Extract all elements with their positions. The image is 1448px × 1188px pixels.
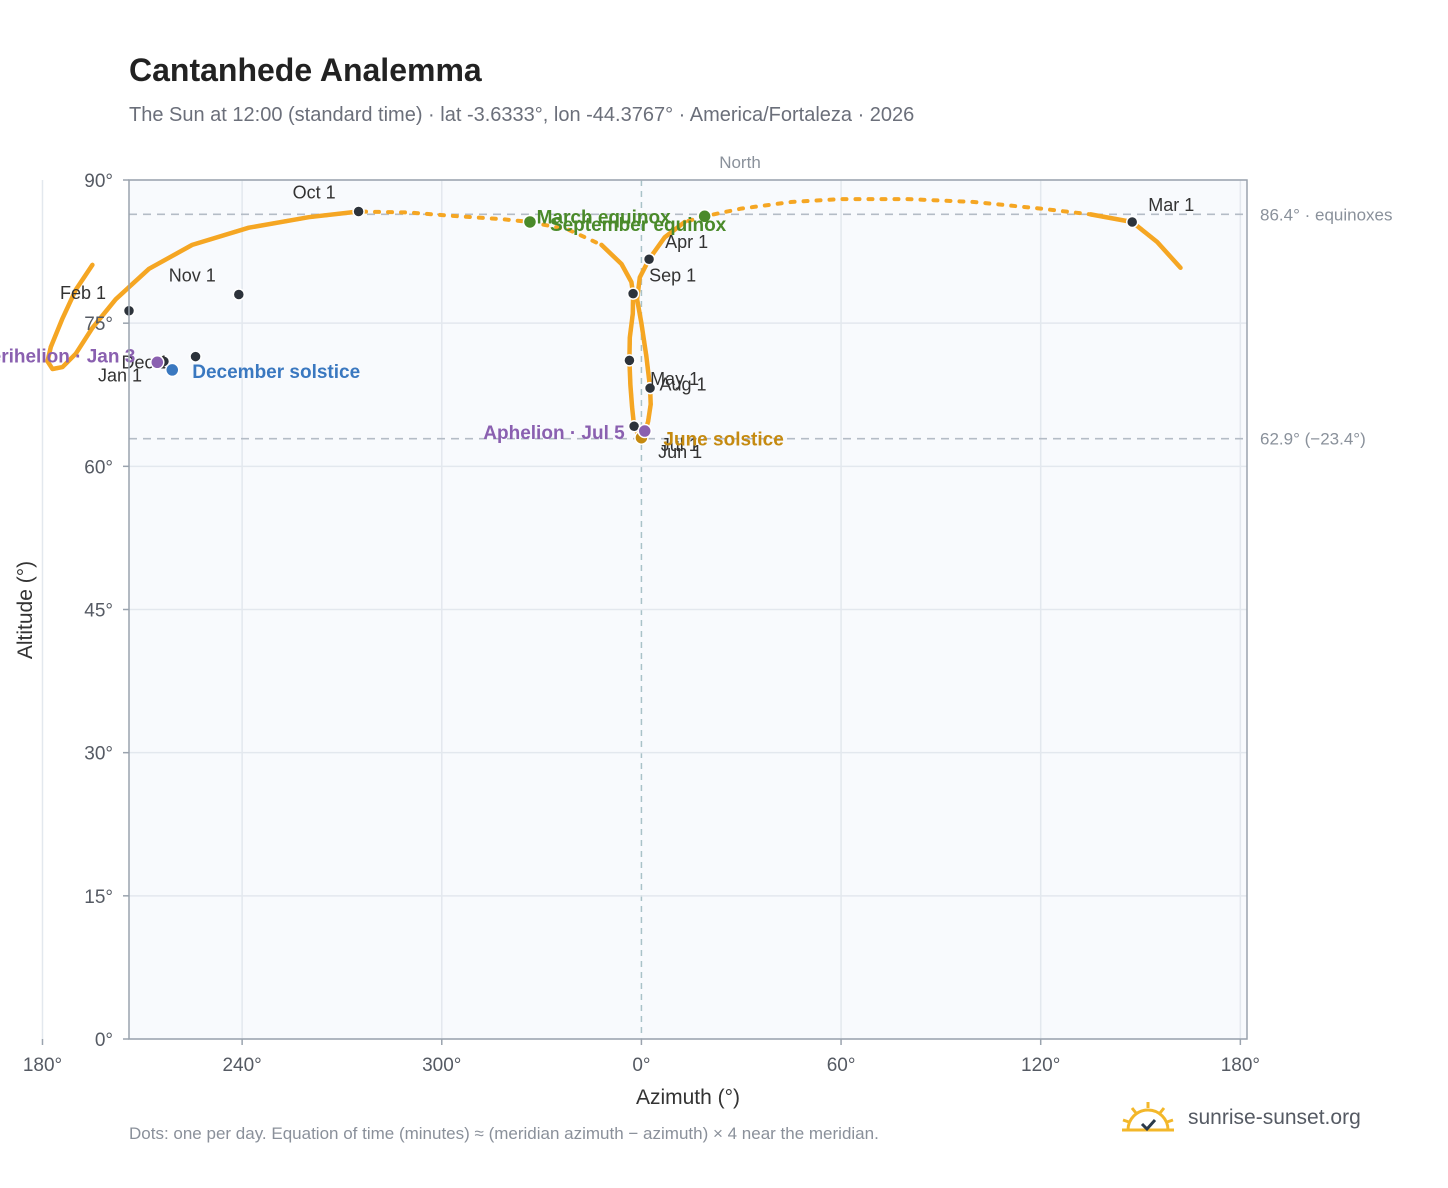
month-label: Oct 1 — [293, 182, 336, 202]
grid — [41, 179, 1247, 1040]
x-tick-label: 0° — [632, 1055, 650, 1076]
brand-name: sunrise-sunset.org — [1188, 1106, 1361, 1129]
event-point — [522, 214, 538, 230]
plot-border — [128, 179, 1248, 1040]
footnote: Dots: one per day. Equation of time (min… — [129, 1124, 879, 1143]
month-label: Feb 1 — [60, 283, 106, 303]
analemma-solid-trace — [45, 209, 361, 372]
event-label: March equinox — [537, 207, 672, 228]
chart-subtitle: The Sun at 12:00 (standard time) · lat -… — [129, 104, 915, 126]
month-point — [626, 287, 640, 300]
x-axis-title: Azimuth (°) — [636, 1086, 740, 1109]
event-label: June solstice — [663, 430, 783, 451]
month-label: Jul 1 — [661, 435, 699, 455]
reference-label: 62.9° (−23.4°) — [1260, 430, 1366, 449]
axes: 180° 240° 300° 0° 60° 120° 180° 0° 15° 30° 45° 60° 7… — [23, 171, 1260, 1076]
event-label: Aphelion · Jul 5 — [483, 423, 625, 444]
y-axis-title: Altitude (°) — [14, 561, 37, 659]
month-label: Sep 1 — [649, 266, 696, 286]
x-tick-label: 120° — [1021, 1055, 1060, 1076]
month-point — [1125, 215, 1139, 229]
month-point — [623, 354, 636, 367]
sun-logo-icon — [1122, 1102, 1174, 1132]
brand[interactable]: sunrise-sunset.org — [1120, 1100, 1361, 1136]
y-tick-label: 15° — [84, 887, 113, 908]
month-point — [232, 288, 246, 301]
month-point — [189, 350, 202, 363]
month-point — [352, 205, 365, 218]
north-label: North — [719, 153, 761, 172]
y-tick-label: 0° — [95, 1030, 113, 1051]
y-tick-label: 30° — [84, 744, 113, 765]
x-tick-label: 60° — [827, 1055, 856, 1076]
y-tick-label: 60° — [84, 457, 113, 478]
reference-label: 86.4° · equinoxes — [1260, 205, 1393, 224]
month-point — [642, 252, 656, 266]
event-label: September equinox — [550, 215, 727, 236]
month-label: Apr 1 — [665, 232, 708, 252]
event-point — [150, 355, 165, 370]
y-tick-label: 75° — [84, 314, 113, 335]
month-label: Jan 1 — [98, 365, 142, 385]
month-label: May 1 — [650, 369, 699, 389]
month-point — [643, 381, 657, 395]
month-label: Nov 1 — [169, 266, 216, 286]
x-tick-label: 180° — [23, 1055, 62, 1076]
month-label: Aug 1 — [659, 374, 706, 394]
event-point — [165, 362, 180, 378]
event-point — [637, 423, 652, 439]
month-label: Mar 1 — [1148, 195, 1194, 215]
x-tick-label: 300° — [422, 1055, 461, 1076]
analemma-solid-trace — [1088, 212, 1183, 271]
event-point — [697, 209, 712, 224]
x-tick-label: 180° — [1221, 1055, 1260, 1076]
event-label: December solstice — [192, 362, 360, 383]
y-tick-label: 45° — [84, 601, 113, 622]
event-label: Perihelion · Jan 3 — [0, 346, 135, 367]
y-tick-label: 90° — [84, 171, 113, 192]
chart-title: Cantanhede Analemma — [129, 52, 482, 88]
month-label: Jun 1 — [658, 442, 702, 462]
x-tick-label: 240° — [222, 1055, 261, 1076]
